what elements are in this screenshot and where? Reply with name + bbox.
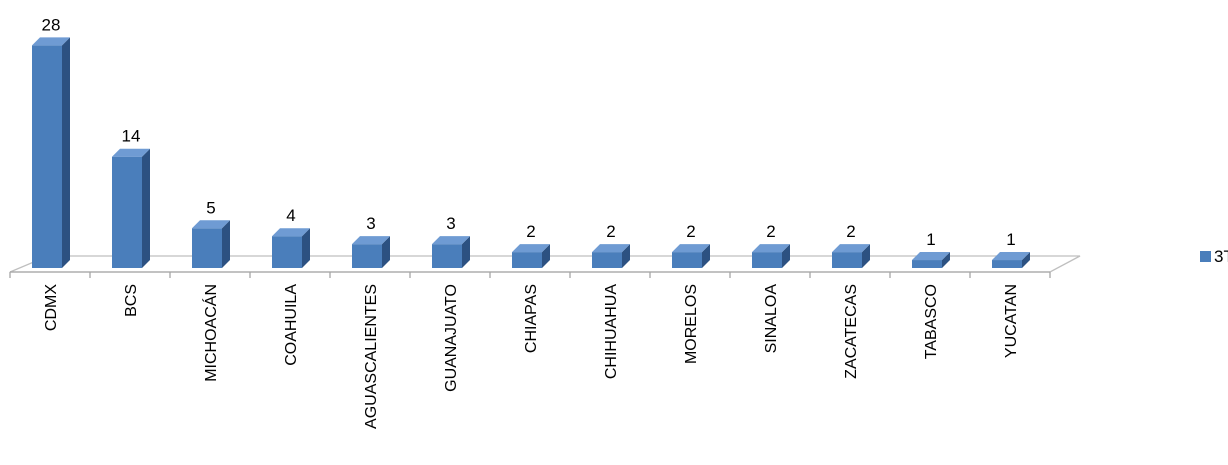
bar-front (832, 252, 862, 268)
bar-side (142, 149, 150, 268)
category-label: MICHOACÁN (201, 284, 220, 382)
bar-front (912, 260, 942, 268)
data-label: 4 (286, 206, 295, 225)
data-labels-group: 28 14 5 4 3 3 2 2 2 2 2 1 1 (42, 15, 1016, 249)
category-label: CHIHUAHUA (603, 284, 620, 379)
bar-front (672, 252, 702, 268)
data-label: 3 (366, 214, 375, 233)
legend: 3T (1200, 247, 1228, 266)
data-label: 2 (686, 222, 695, 241)
bar-9 (672, 244, 710, 268)
bar-6 (432, 236, 470, 268)
bar-13 (992, 252, 1030, 268)
legend-swatch (1200, 251, 1211, 262)
bar-side (222, 220, 230, 268)
bar-side (62, 37, 70, 268)
legend-label: 3T (1214, 247, 1228, 266)
bar-10 (752, 244, 790, 268)
category-label: TABASCO (923, 284, 940, 359)
data-label: 14 (122, 127, 141, 146)
data-label: 1 (926, 230, 935, 249)
data-label: 2 (606, 222, 615, 241)
data-label: 28 (42, 15, 61, 34)
category-label: COAHUILA (283, 284, 300, 366)
category-label: YUCATAN (1003, 284, 1020, 358)
category-label: GUANAJUATO (443, 284, 460, 392)
bar-front (192, 228, 222, 268)
bar-front (512, 252, 542, 268)
bar-2 (112, 149, 150, 268)
bar-7 (512, 244, 550, 268)
data-label: 2 (526, 222, 535, 241)
category-label: AGUASCALIENTES (363, 284, 380, 429)
category-label: CDMX (43, 284, 60, 331)
bar-front (992, 260, 1022, 268)
data-label: 2 (846, 222, 855, 241)
category-label: MORELOS (683, 284, 700, 364)
bar-5 (352, 236, 390, 268)
bar-11 (832, 244, 870, 268)
bar-front (752, 252, 782, 268)
bar-front (32, 45, 62, 268)
data-label: 1 (1006, 230, 1015, 249)
bar-front (272, 236, 302, 268)
data-label: 3 (446, 214, 455, 233)
bar-3 (192, 220, 230, 268)
category-label: BCS (123, 284, 140, 317)
bar-front (432, 244, 462, 268)
category-labels-group: CDMX BCS MICHOACÁN COAHUILA AGUASCALIENTES GU… (43, 284, 1020, 429)
bar-1 (32, 37, 70, 268)
category-label: SINALOA (763, 284, 780, 354)
data-label: 2 (766, 222, 775, 241)
bar-8 (592, 244, 630, 268)
bar-front (112, 157, 142, 268)
bar-4 (272, 228, 310, 268)
category-label: ZACATECAS (843, 284, 860, 379)
bar-front (352, 244, 382, 268)
category-label: CHIAPAS (523, 284, 540, 353)
data-label: 5 (206, 198, 215, 217)
bar-front (592, 252, 622, 268)
bar-12 (912, 252, 950, 268)
